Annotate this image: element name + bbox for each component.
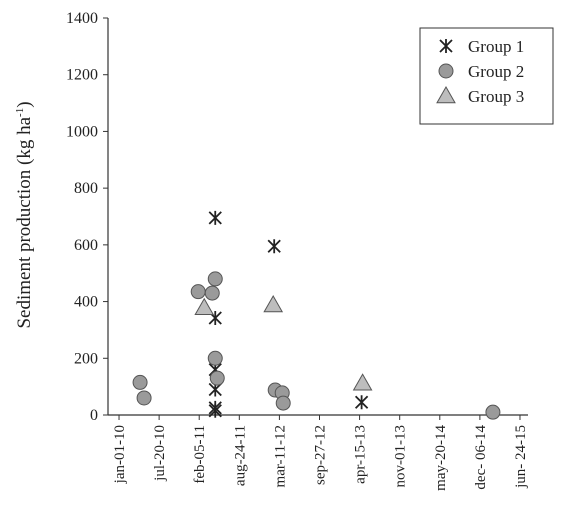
- legend-marker: [436, 85, 456, 104]
- y-tick-label: 400: [74, 294, 98, 311]
- legend-marker: [439, 39, 453, 53]
- x-tick-label: nov-01-13: [393, 425, 409, 488]
- point: [352, 373, 373, 391]
- y-axis-label: Sediment production (kg ha-1): [14, 101, 35, 328]
- point: [263, 294, 284, 313]
- point: [209, 370, 225, 386]
- legend-label: Group 2: [468, 62, 524, 81]
- y-tick-label: 1000: [66, 123, 98, 140]
- point: [194, 297, 215, 316]
- y-axis-label-main: Sediment production (kg ha: [14, 116, 35, 328]
- x-tick-label: aug-24-11: [232, 425, 248, 486]
- point: [485, 404, 501, 420]
- y-tick-label: 1200: [66, 67, 98, 84]
- x-tick-label: apr-15-13: [353, 425, 369, 484]
- x-tick-label: sep-27-12: [313, 425, 329, 485]
- x-tick-label: jul-20-10: [152, 425, 168, 482]
- point: [208, 403, 222, 418]
- point: [204, 285, 220, 301]
- y-tick-label: 1400: [66, 10, 98, 27]
- y-axis-label-sup: -1: [14, 108, 26, 117]
- point: [207, 350, 223, 366]
- x-tick-label: mar-11-12: [272, 425, 288, 487]
- legend-label: Group 3: [468, 87, 524, 106]
- y-tick-label: 200: [74, 350, 98, 367]
- y-tick-label: 600: [74, 237, 98, 254]
- x-tick-label: jan-01-10: [112, 425, 128, 484]
- point: [275, 395, 291, 411]
- y-tick-label: 800: [74, 180, 98, 197]
- legend-marker: [438, 63, 454, 79]
- point: [208, 210, 222, 225]
- y-tick-label: 0: [90, 407, 98, 424]
- point: [136, 390, 152, 406]
- x-tick-label: may-20-14: [433, 425, 449, 491]
- x-tick-label: dec- 06-14: [473, 425, 489, 490]
- point: [190, 284, 206, 300]
- point: [267, 239, 281, 254]
- point: [207, 271, 223, 287]
- point: [132, 374, 148, 390]
- y-axis-label-end: ): [14, 101, 35, 107]
- legend-label: Group 1: [468, 37, 524, 56]
- x-tick-label: feb-05-11: [192, 425, 208, 484]
- x-tick-label: jun- 24-15: [513, 425, 529, 489]
- point: [354, 395, 369, 410]
